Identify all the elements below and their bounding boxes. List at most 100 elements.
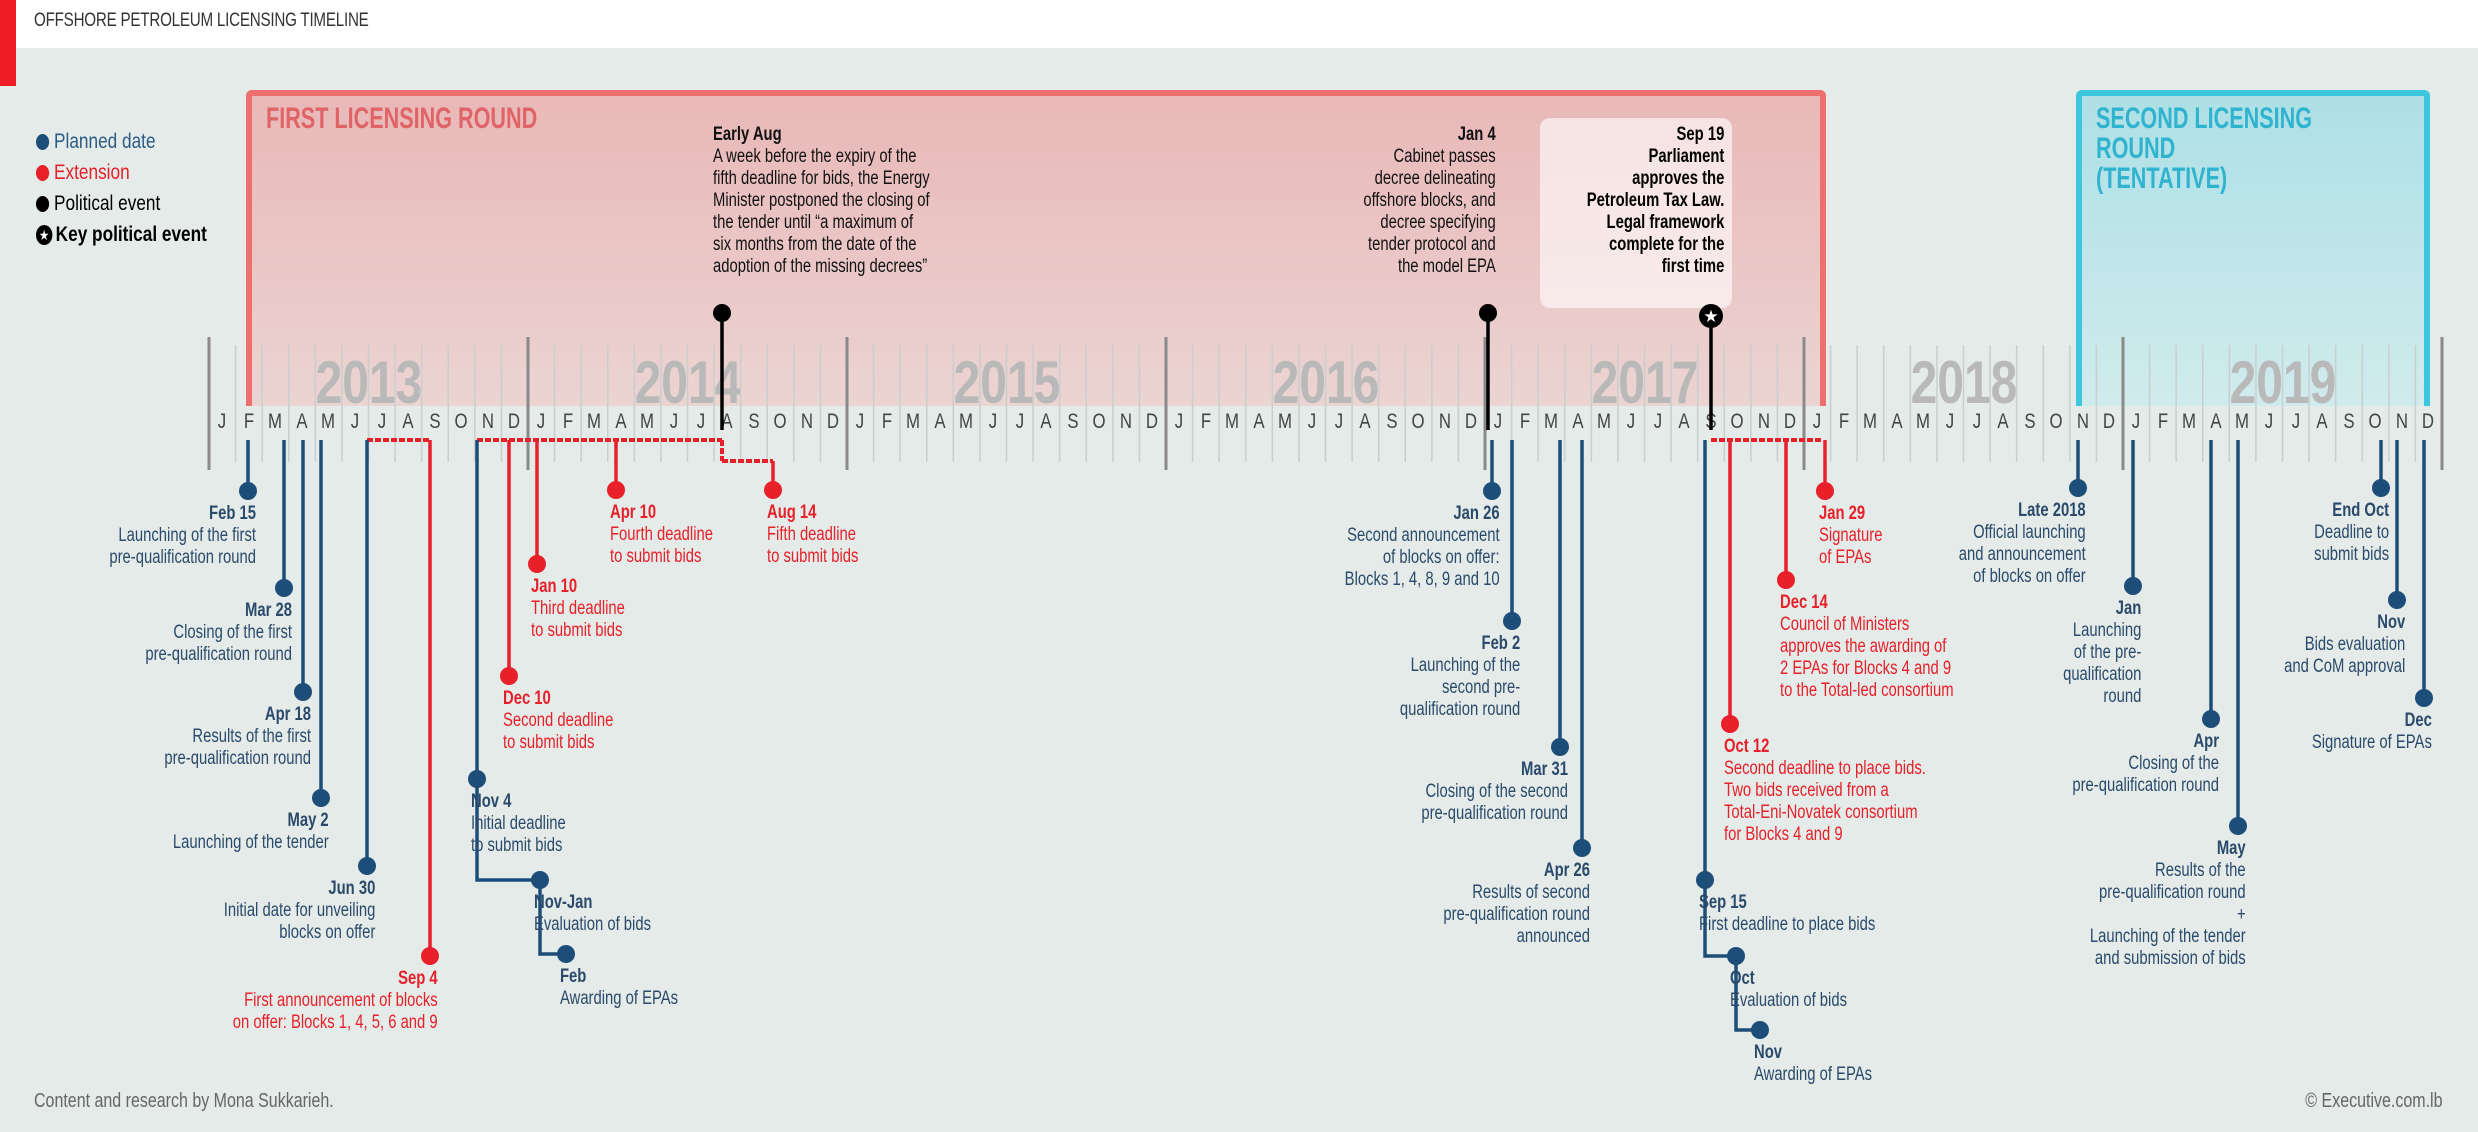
month-label: S: [2343, 410, 2355, 433]
event-description: Signature of EPAs: [2311, 732, 2432, 753]
month-label: F: [1519, 410, 1530, 433]
month-label: M: [587, 410, 602, 433]
event-label: Jan 29 Signature of EPAs: [1819, 503, 1882, 569]
red-dot-icon: [1721, 715, 1739, 733]
star-circle-icon: ★: [36, 224, 53, 245]
month-label: D: [508, 410, 521, 433]
month-label: J: [536, 410, 546, 433]
black-dot-icon: [1479, 304, 1497, 322]
event-description: Closing of the pre-qualification round: [2072, 753, 2219, 796]
blue-dot-icon: [2124, 577, 2142, 595]
month-label: N: [800, 410, 813, 433]
event-description: Bids evaluation and CoM approval: [2283, 634, 2405, 677]
blue-dot-icon: [2388, 591, 2406, 609]
month-label: D: [2422, 410, 2435, 433]
event-date: Jan 4: [1458, 124, 1496, 145]
legend-political: Political event: [36, 188, 207, 219]
event-description: Launching of the second pre- qualificati…: [1399, 655, 1520, 720]
event-description: Third deadline to submit bids: [531, 598, 625, 641]
event-description: Second announcement of blocks on offer: …: [1345, 525, 1500, 590]
event-label: Oct Evaluation of bids: [1730, 968, 1847, 1012]
event-date: Late 2018: [2018, 500, 2086, 521]
event-label: Jun 30 Initial date for unveiling blocks …: [223, 878, 375, 944]
event-label: Dec 10 Second deadline to submit bids: [503, 688, 613, 754]
event-description: Launching of the first pre-qualification…: [109, 525, 256, 568]
month-label: J: [1972, 410, 1981, 433]
event-label: Dec Signature of EPAs: [2312, 710, 2432, 754]
event-label: Feb Awarding of EPAs: [560, 966, 678, 1010]
month-label: J: [1174, 410, 1184, 433]
event-date: Sep 19: [1676, 124, 1724, 145]
event-date: Mar 31: [1521, 759, 1568, 780]
event-label: End Oct Deadline to submit bids: [2314, 500, 2389, 566]
event-description: Awarding of EPAs: [1754, 1064, 1873, 1085]
event-label: Apr 26 Results of second pre-qualificatio…: [1443, 860, 1590, 948]
month-label: A: [615, 410, 627, 433]
event-date: Nov: [2376, 612, 2405, 633]
month-label: A: [1359, 410, 1371, 433]
month-label: A: [1997, 410, 2009, 433]
event-date: Oct: [1730, 968, 1755, 989]
event-label: Jan 10 Third deadline to submit bids: [531, 576, 625, 642]
blue-dot-icon: [1573, 839, 1591, 857]
legend-label: Planned date: [54, 129, 156, 153]
month-label: D: [827, 410, 840, 433]
event-label: Jan Launching of the pre- qualification r…: [2063, 598, 2141, 708]
black-dot-icon: [36, 195, 50, 212]
political-event-label: Early Aug A week before the expiry of the…: [713, 124, 930, 278]
event-date: Jun 30: [328, 878, 375, 899]
month-label: O: [1730, 410, 1744, 433]
event-label: May Results of the pre-qualification roun…: [2090, 838, 2246, 970]
event-description: Cabinet passes decree delineating offsho…: [1363, 146, 1496, 277]
month-label: D: [1146, 410, 1159, 433]
month-label: A: [1891, 410, 1903, 433]
event-date: Aug 14: [767, 502, 817, 523]
event-date: Early Aug: [713, 124, 782, 145]
political-event-label: Sep 19 Parliament approves the Petroleum …: [1586, 124, 1724, 278]
red-dot-icon: [528, 555, 546, 573]
month-label: J: [377, 410, 386, 433]
red-dot-icon: [1816, 482, 1834, 500]
event-description: Fourth deadline to submit bids: [610, 524, 713, 567]
month-label: O: [1411, 410, 1425, 433]
month-label: J: [2131, 410, 2141, 433]
month-label: J: [988, 410, 998, 433]
event-date: Sep 15: [1699, 892, 1747, 913]
event-connector: [1703, 880, 1736, 958]
event-date: End Oct: [2332, 500, 2389, 521]
second-round-label: SECOND LICENSING ROUND (TENTATIVE): [2096, 102, 2313, 195]
event-date: May 2: [287, 810, 329, 831]
event-description: Closing of the second pre-qualification …: [1421, 781, 1568, 824]
event-description: A week before the expiry of the fifth de…: [713, 146, 930, 277]
event-date: Apr 26: [1543, 860, 1590, 881]
event-description: Official launching and announcement of b…: [1959, 522, 2086, 587]
event-description: Evaluation of bids: [1730, 990, 1847, 1011]
month-label: F: [562, 410, 573, 433]
legend-label: Extension: [54, 160, 130, 184]
event-label: Nov Awarding of EPAs: [1754, 1042, 1872, 1086]
legend-key-political: ★ Key political event: [36, 219, 207, 250]
credit-text: Content and research by Mona Sukkarieh.: [34, 1090, 334, 1112]
event-description: Initial date for unveiling blocks on off…: [223, 900, 375, 943]
event-label: Late 2018 Official launching and announce…: [1959, 500, 2086, 588]
event-description: Launching of the pre- qualification roun…: [2062, 620, 2141, 707]
event-label: Mar 28 Closing of the first pre-qualifica…: [145, 600, 292, 666]
legend: Planned date Extension Political event ★…: [36, 126, 244, 250]
page-title: OFFSHORE PETROLEUM LICENSING TIMELINE: [34, 10, 369, 31]
event-date: Feb 15: [209, 503, 256, 524]
month-label: M: [1278, 410, 1293, 433]
blue-dot-icon: [2202, 710, 2220, 728]
event-label: Feb 15 Launching of the first pre-qualifi…: [109, 503, 256, 569]
event-description: Closing of the first pre-qualification r…: [145, 622, 292, 665]
red-dot-icon: [36, 164, 50, 181]
event-connector: [475, 779, 540, 882]
blue-dot-icon: [275, 579, 293, 597]
blue-dot-icon: [2069, 479, 2087, 497]
event-date: Apr 18: [264, 704, 311, 725]
month-label: F: [1200, 410, 1211, 433]
blue-dot-icon: [294, 683, 312, 701]
event-label: Nov Bids evaluation and CoM approval: [2284, 612, 2405, 678]
event-description: Awarding of EPAs: [560, 988, 679, 1009]
month-label: M: [2182, 410, 2197, 433]
